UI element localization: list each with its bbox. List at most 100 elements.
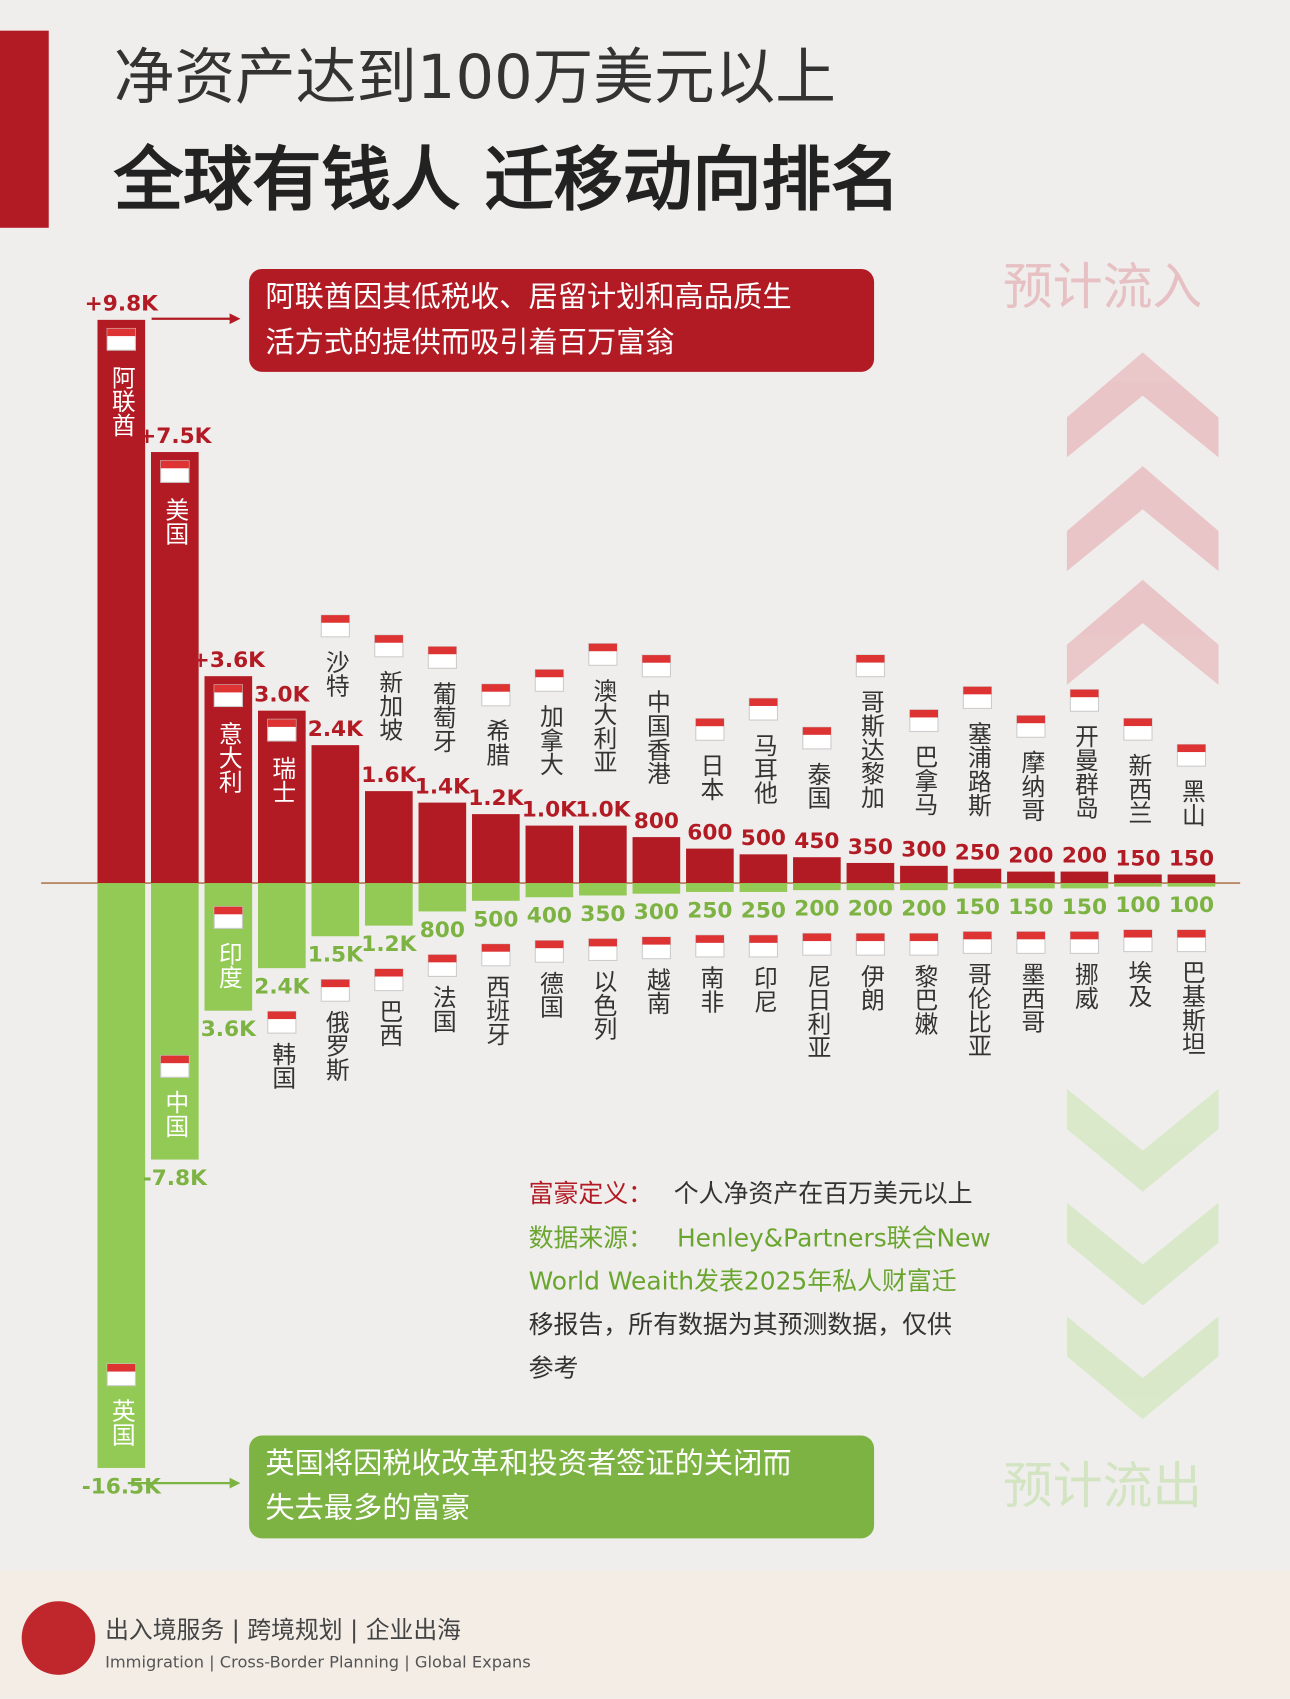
title-line1: 净资产达到100万美元以上: [114, 43, 836, 113]
value-label: 150: [1169, 846, 1214, 871]
flag-band: [267, 719, 296, 727]
bar: [739, 883, 788, 892]
value-label: 350: [848, 835, 893, 860]
country-name: 中国: [161, 1090, 189, 1138]
bar: [953, 883, 1002, 889]
bar: [311, 883, 360, 937]
bar: [204, 883, 253, 1011]
definition-label: 富豪定义：: [529, 1179, 654, 1208]
bar: [525, 883, 574, 898]
country-name: 越南: [642, 967, 670, 1015]
country-name: 中国香港: [642, 690, 670, 785]
bar: [258, 883, 306, 969]
country-name: 瑞士: [268, 756, 296, 804]
outflow-title: 预计流出: [1003, 1457, 1202, 1515]
callout-text: 失去最多的富豪: [265, 1491, 470, 1525]
country-name: 巴拿马: [910, 745, 938, 817]
value-label: 300: [634, 900, 679, 925]
flag-band: [1123, 718, 1153, 727]
bar: [739, 854, 788, 884]
flag-band: [107, 328, 136, 337]
bar: [793, 883, 841, 891]
country-name: 以色列: [589, 969, 617, 1041]
value-label: +7.5K: [138, 424, 213, 449]
bar: [1114, 883, 1162, 887]
bar: [579, 825, 627, 884]
bar: [418, 802, 467, 884]
country-name: 泰国: [803, 762, 831, 810]
chevron: [1066, 466, 1219, 572]
country-name: 新加坡: [375, 670, 403, 742]
value-label: 250: [687, 898, 732, 923]
flag-band: [1016, 715, 1045, 724]
callout-text: 英国将因税收改革和投资者签证的关闭而: [265, 1446, 791, 1480]
bar: [1060, 883, 1109, 889]
value-label: 600: [687, 820, 732, 845]
flag-band: [160, 460, 189, 469]
value-label: 100: [1169, 893, 1214, 918]
country-name: 南非: [696, 966, 724, 1014]
flag-band: [374, 968, 403, 977]
value-label: 150: [1062, 895, 1107, 920]
value-label: 1.4K: [415, 774, 471, 799]
value-label: 800: [634, 809, 679, 834]
footer-band: [0, 1570, 1290, 1699]
country-name: 哥伦比亚: [963, 962, 991, 1057]
bar: [900, 865, 948, 884]
country-name: 意大利: [214, 722, 242, 794]
bar: [525, 825, 574, 884]
value-label: -7.8K: [143, 1166, 208, 1191]
value-label: 150: [1008, 895, 1053, 920]
arrow-head: [229, 313, 241, 325]
value-label: 800: [420, 918, 465, 943]
flag-band: [481, 684, 510, 692]
country-name: 黑山: [1177, 779, 1205, 827]
title-line2: 全球有钱人 迁移动向排名: [113, 140, 900, 220]
outflow-callout: [249, 1435, 875, 1539]
bar: [846, 883, 895, 891]
value-label: 500: [741, 826, 786, 851]
chevron: [1066, 1316, 1219, 1420]
value-label: 350: [580, 902, 625, 927]
country-name: 印度: [214, 941, 242, 989]
country-name: 印尼: [749, 966, 777, 1014]
flag-band: [588, 643, 617, 652]
country-name: 阿联酋: [107, 365, 135, 437]
bar: [365, 883, 413, 926]
country-name: 巴基斯坦: [1177, 960, 1205, 1055]
callout-text: 阿联酋因其低税收、居留计划和高品质生: [265, 280, 791, 314]
country-name: 德国: [535, 971, 563, 1019]
bar: [686, 883, 734, 892]
country-name: 澳大利亚: [589, 678, 617, 773]
flag-band: [321, 615, 350, 623]
value-label: 200: [1062, 843, 1107, 868]
bar: [97, 319, 146, 884]
country-name: 新西兰: [1124, 753, 1152, 825]
flag-band: [214, 684, 243, 693]
chevron: [1066, 579, 1219, 685]
bar: [472, 883, 520, 901]
bar: [632, 883, 681, 894]
value-label: 3.6K: [201, 1017, 257, 1042]
source-text: Henley&Partners联合New: [677, 1223, 991, 1252]
flag-band: [963, 686, 992, 695]
country-name: 沙特: [321, 650, 349, 698]
flag-band: [1177, 744, 1206, 753]
flag-band: [749, 935, 778, 943]
bar: [1007, 871, 1055, 884]
accent-bar: [0, 30, 49, 228]
value-label: 2.4K: [254, 975, 310, 1000]
flag-band: [963, 931, 992, 940]
definition-text: 个人净资产在百万美元以上: [674, 1179, 973, 1208]
value-label: +9.8K: [85, 292, 160, 317]
flag-band: [160, 1055, 189, 1064]
flag-band: [267, 1011, 296, 1020]
country-name: 加拿大: [535, 704, 563, 776]
footer-services-en: Immigration | Cross-Border Planning | Gl…: [105, 1652, 531, 1671]
flag-band: [588, 938, 617, 947]
flag-band: [1016, 931, 1045, 940]
value-label: 1.0K: [575, 797, 631, 822]
value-label: 150: [1115, 846, 1160, 871]
country-name: 葡萄牙: [428, 681, 456, 753]
country-name: 韩国: [268, 1042, 296, 1090]
